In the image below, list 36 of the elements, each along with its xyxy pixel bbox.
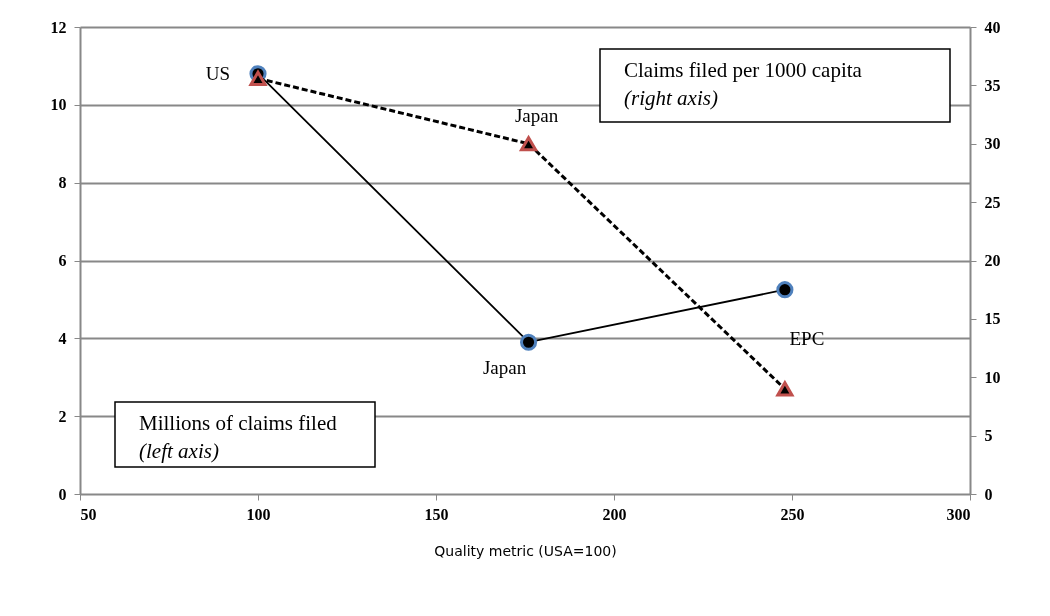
- text: Claims filed per 1000 capita: [624, 58, 863, 82]
- annotation: EPC: [789, 327, 825, 349]
- annotation: US: [205, 62, 230, 84]
- y-tick-label: 4: [58, 329, 67, 347]
- y2-tick-label: 15: [984, 310, 1001, 328]
- text: Millions of claims filed: [139, 411, 338, 435]
- x-tick-label: 300: [946, 505, 971, 523]
- y2-tick-label: 10: [984, 368, 1001, 386]
- y2-tick-label: 25: [984, 193, 1001, 211]
- annotation: Japan: [482, 357, 527, 379]
- y-tick-label: 2: [58, 407, 67, 425]
- y-tick-label: 12: [50, 18, 67, 36]
- y2-tick-label: 40: [984, 18, 1001, 36]
- x-tick-label: 250: [780, 505, 805, 523]
- y-tick-label: 10: [50, 96, 67, 114]
- y2-tick-label: 35: [984, 76, 1001, 94]
- annotation: (left axis): [139, 439, 219, 463]
- y2-tick-label: 5: [984, 427, 993, 445]
- y-tick-label: 0: [58, 485, 67, 503]
- point: [776, 381, 794, 397]
- y2-tick-label: 20: [984, 252, 1001, 269]
- point: [519, 136, 538, 152]
- x-axis-title: Quality metric (USA=100): [434, 542, 617, 559]
- x-tick-label: 200: [602, 505, 627, 523]
- point: [776, 281, 794, 299]
- y-tick-label: 8: [58, 174, 67, 192]
- x-tick-label: 150: [424, 505, 449, 523]
- y2-tick-label: 30: [984, 135, 1001, 153]
- annotation: Japan: [514, 104, 559, 126]
- point: [249, 70, 267, 86]
- annotation: (right axis): [624, 86, 718, 110]
- y2-tick-label: 0: [984, 485, 993, 503]
- x-tick-label: 100: [246, 505, 271, 523]
- x-tick-label: 50: [80, 505, 97, 523]
- y-tick-label: 6: [58, 252, 67, 269]
- point: [519, 333, 538, 351]
